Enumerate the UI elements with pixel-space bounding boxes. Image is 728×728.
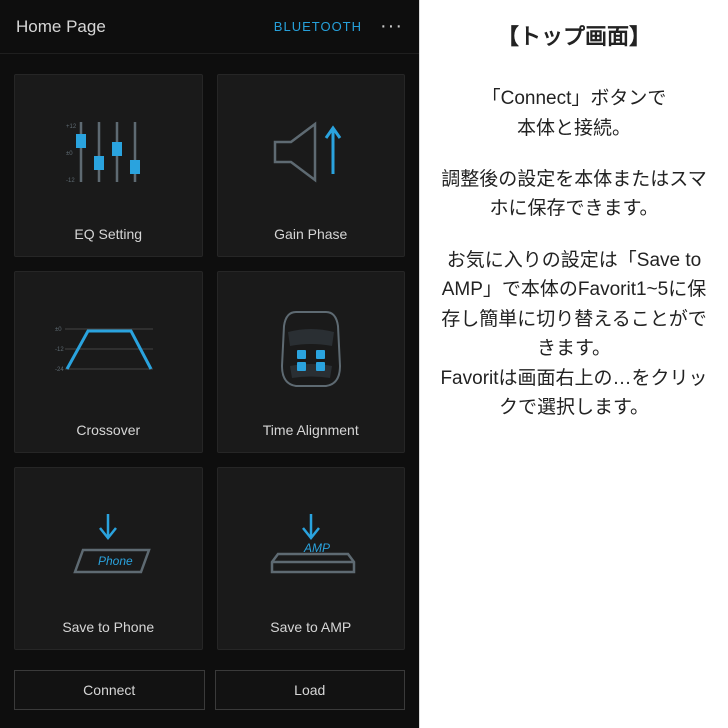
svg-text:±0: ±0 — [55, 327, 62, 333]
tile-label: EQ Setting — [74, 226, 142, 242]
amp-text: AMP — [303, 541, 330, 555]
car-icon — [226, 282, 397, 417]
crossover-icon: ±0 -12 -24 — [23, 282, 194, 417]
svg-text:-12: -12 — [55, 347, 64, 353]
tile-time-alignment[interactable]: Time Alignment — [217, 271, 406, 454]
side-p3: お気に入りの設定は「Save to AMP」で本体のFavorit1~5に保存し… — [434, 246, 714, 423]
tile-label: Save to Phone — [62, 619, 154, 635]
tile-label: Crossover — [76, 422, 140, 438]
tile-save-phone[interactable]: Phone Save to Phone — [14, 467, 203, 650]
side-p1: 「Connect」ボタンで 本体と接続。 — [434, 84, 714, 143]
side-title: 【トップ画面】 — [434, 20, 714, 54]
tile-gain-phase[interactable]: Gain Phase — [217, 74, 406, 257]
svg-text:+12: +12 — [66, 124, 77, 130]
phone-screen: Home Page BLUETOOTH ··· — [0, 0, 420, 728]
description-panel: 【トップ画面】 「Connect」ボタンで 本体と接続。 調整後の設定を本体また… — [420, 0, 728, 728]
connect-button[interactable]: Connect — [14, 670, 205, 710]
speaker-icon — [226, 85, 397, 220]
tile-save-amp[interactable]: AMP Save to AMP — [217, 467, 406, 650]
phone-text: Phone — [98, 554, 133, 568]
tile-eq-setting[interactable]: +12 ±0 -12 EQ Setting — [14, 74, 203, 257]
svg-text:-24: -24 — [55, 367, 64, 373]
bluetooth-status[interactable]: BLUETOOTH — [274, 19, 362, 34]
page-title: Home Page — [16, 17, 274, 37]
svg-text:-12: -12 — [66, 178, 75, 184]
load-button[interactable]: Load — [215, 670, 406, 710]
tile-label: Gain Phase — [274, 226, 347, 242]
bottom-bar: Connect Load — [0, 660, 419, 728]
side-p2: 調整後の設定を本体またはスマホに保存できます。 — [434, 165, 714, 224]
save-phone-icon: Phone — [23, 478, 194, 613]
svg-text:±0: ±0 — [66, 151, 73, 157]
app-header: Home Page BLUETOOTH ··· — [0, 0, 419, 54]
home-grid: +12 ±0 -12 EQ Setting — [0, 54, 419, 660]
tile-label: Time Alignment — [263, 422, 359, 438]
tile-crossover[interactable]: ±0 -12 -24 Crossover — [14, 271, 203, 454]
more-icon[interactable]: ··· — [380, 15, 403, 38]
tile-label: Save to AMP — [270, 619, 351, 635]
save-amp-icon: AMP — [226, 478, 397, 613]
eq-icon: +12 ±0 -12 — [23, 85, 194, 220]
